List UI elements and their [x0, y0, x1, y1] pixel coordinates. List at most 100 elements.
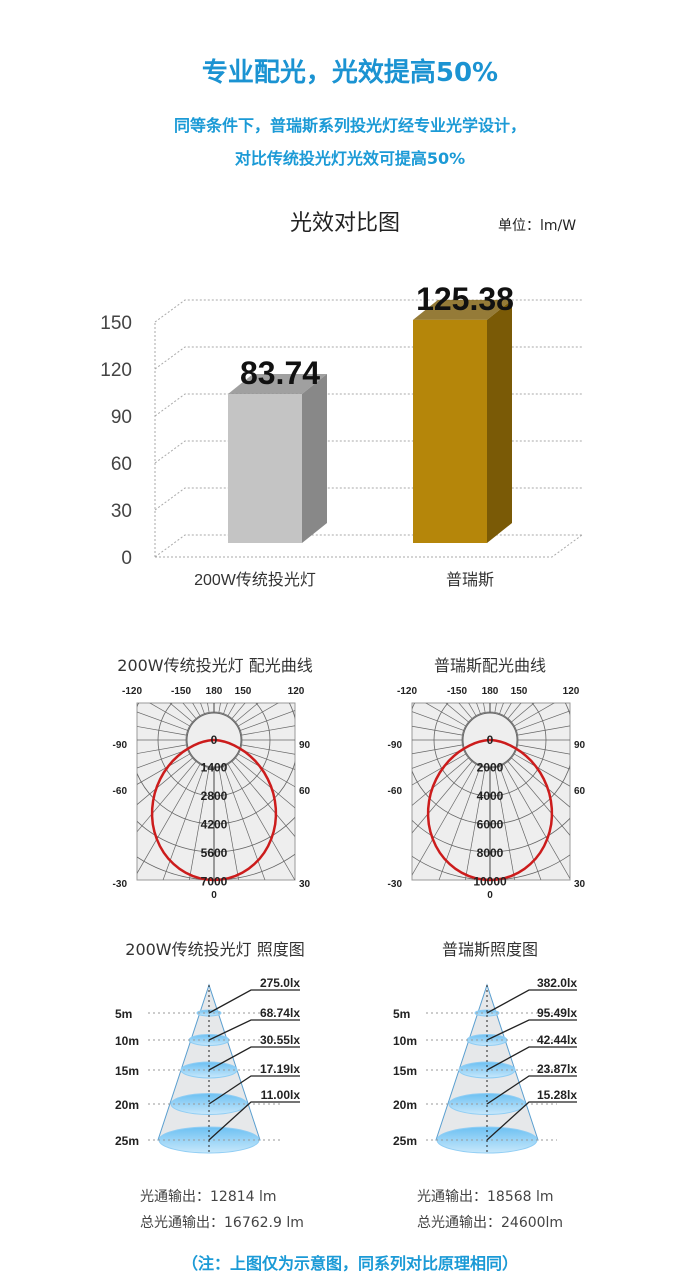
angle-label: 30 — [299, 879, 311, 890]
angle-label: 150 — [511, 686, 528, 697]
radial-line — [464, 767, 486, 880]
illuminance-diagrams: 5m 275.0lx 10m 68.74lx 15m 30.55lx 20m 17.19lx 2… — [115, 976, 577, 1155]
angle-label: -150 — [447, 686, 467, 697]
radial-line — [137, 764, 201, 875]
radial-line — [137, 711, 188, 731]
distance-label: 10m — [115, 1034, 139, 1048]
angle-label: 90 — [574, 740, 586, 751]
intensity-curve — [426, 738, 554, 882]
lux-label: 68.74lx — [260, 1006, 300, 1020]
radial-line — [218, 767, 240, 880]
bar-side — [487, 299, 512, 543]
distance-label: 25m — [393, 1134, 417, 1148]
angle-label: -90 — [388, 740, 403, 751]
radial-line — [499, 766, 542, 880]
illum-title-right: 普瑞斯照度图 — [441, 940, 538, 959]
angle-label: 90 — [299, 740, 311, 751]
illum-title-left: 200W传统投光灯 照度图 — [125, 940, 305, 959]
radial-line — [149, 703, 190, 727]
radial-line — [494, 767, 516, 880]
ring-label: 5600 — [201, 846, 228, 860]
radial-line — [240, 749, 295, 770]
total-flux-right: 总光通输出：24600lm — [417, 1215, 564, 1231]
ring — [157, 703, 271, 797]
data-label: 83.74 — [240, 355, 320, 391]
bar-top — [413, 299, 512, 320]
distance-label: 20m — [115, 1098, 139, 1112]
radial-line — [412, 749, 464, 769]
gridline — [154, 440, 582, 464]
angle-label: -150 — [171, 686, 191, 697]
distance-label: 15m — [115, 1064, 139, 1078]
radial-line — [231, 761, 295, 838]
lux-label: 23.87lx — [537, 1062, 577, 1076]
distance-label: 15m — [393, 1064, 417, 1078]
distance-label: 5m — [393, 1007, 410, 1021]
data-label: 125.38 — [416, 281, 514, 317]
y-tick-label: 120 — [100, 360, 132, 381]
efficacy-bar-chart: 0 30 60 90 120 150 83.74 200W传统投光灯 125.38 普瑞斯 — [100, 281, 583, 589]
angle-label: 120 — [563, 686, 580, 697]
gridline — [154, 346, 582, 370]
leader-line — [208, 1101, 300, 1141]
ring-label: 8000 — [477, 846, 504, 860]
leader-line — [486, 1101, 577, 1141]
radial-line — [412, 744, 463, 755]
y-tick-label: 90 — [111, 407, 132, 428]
axis-floor — [154, 322, 583, 558]
angle-label: -60 — [388, 786, 403, 797]
flux-left: 光通输出：12814 lm — [140, 1189, 277, 1205]
y-tick-label: 0 — [121, 548, 132, 569]
ring-label: 10000 — [473, 875, 507, 889]
radial-line — [517, 744, 570, 755]
gridline — [154, 393, 582, 417]
ring — [433, 703, 547, 797]
radial-line — [241, 744, 295, 755]
leader-line — [486, 1046, 577, 1071]
radial-line — [507, 761, 570, 836]
bar — [228, 393, 302, 543]
x-tick-label: 200W传统投光灯 — [194, 571, 316, 589]
radial-line — [162, 766, 205, 880]
angle-label: -120 — [397, 686, 417, 697]
polar-diagrams: 0 1400 2800 4200 5600 7000 -120 -150 180 150 120 -9… — [113, 686, 586, 901]
y-tick-label: 150 — [100, 313, 132, 334]
radial-line — [137, 753, 190, 785]
lux-label: 15.28lx — [537, 1088, 577, 1102]
angle-label: 180 — [206, 686, 223, 697]
angle-label: -120 — [122, 686, 142, 697]
angle-label: -90 — [113, 740, 128, 751]
ring-label: 4000 — [477, 789, 504, 803]
radial-line — [238, 753, 295, 788]
angle-label: -60 — [113, 786, 128, 797]
ring-label: 0 — [487, 733, 494, 747]
lux-label: 17.19lx — [260, 1062, 300, 1076]
flux-right: 光通输出：18568 lm — [417, 1189, 554, 1205]
bar — [413, 319, 487, 543]
angle-label: -30 — [388, 879, 403, 890]
ring-label: 2800 — [201, 789, 228, 803]
subtitle-line-2: 对比传统投光灯光效可提高50% — [234, 149, 466, 168]
radial-line — [412, 753, 466, 786]
ring-label: 4200 — [201, 818, 228, 832]
bar-side — [302, 373, 327, 543]
angle-label: 60 — [299, 786, 311, 797]
lux-label: 95.49lx — [537, 1006, 577, 1020]
ring-label: 6000 — [477, 818, 504, 832]
ring-label: 1400 — [201, 761, 228, 775]
ring-label: 0 — [211, 733, 218, 747]
lux-label: 30.55lx — [260, 1033, 300, 1047]
gridline — [154, 299, 582, 323]
leader-line — [486, 1019, 577, 1041]
y-tick-label: 30 — [111, 501, 132, 522]
chart-title: 光效对比图 — [289, 211, 400, 236]
ring — [412, 817, 570, 853]
gridline — [154, 534, 582, 558]
subtitle-line-1: 同等条件下，普瑞斯系列投光灯经专业光学设计， — [173, 116, 526, 135]
lux-label: 382.0lx — [537, 976, 577, 990]
radial-line — [517, 725, 570, 736]
total-flux-left: 总光通输出：16762.9 lm — [140, 1215, 304, 1231]
ring-label: 7000 — [201, 875, 228, 889]
x-tick-label: 普瑞斯 — [446, 571, 494, 589]
ring-label: 2000 — [477, 761, 504, 775]
